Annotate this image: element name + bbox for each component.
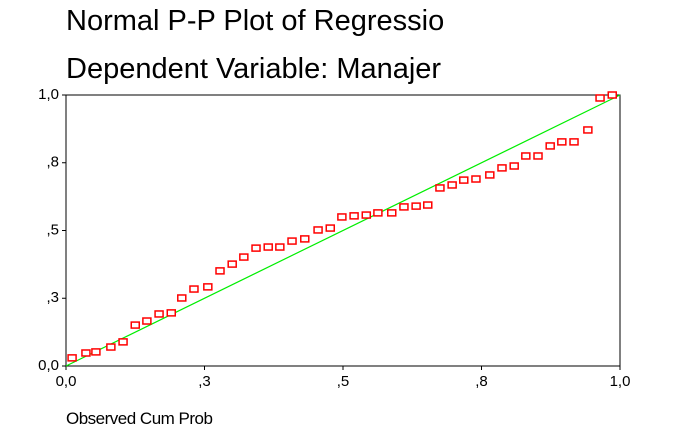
point xyxy=(423,201,433,209)
point xyxy=(106,343,116,351)
y-tick-label: 1,0 xyxy=(38,86,59,103)
point xyxy=(411,202,421,210)
point xyxy=(142,317,152,325)
point xyxy=(215,267,225,275)
y-tick-label: ,5 xyxy=(46,221,59,238)
y-tick-label: 0,0 xyxy=(38,357,59,374)
point xyxy=(545,142,555,150)
point xyxy=(595,94,605,102)
point xyxy=(91,348,101,356)
chart-subtitle: Dependent Variable: Manajer xyxy=(66,53,441,85)
point xyxy=(177,294,187,302)
point xyxy=(313,226,323,234)
point xyxy=(471,175,481,183)
point xyxy=(447,181,457,189)
point xyxy=(509,162,519,170)
x-tick-label: ,3 xyxy=(198,373,211,390)
x-tick-label: ,5 xyxy=(337,373,350,390)
point xyxy=(485,171,495,179)
point xyxy=(557,138,567,146)
point xyxy=(337,213,347,221)
point xyxy=(361,211,372,219)
point xyxy=(459,176,469,184)
point xyxy=(81,349,91,357)
point xyxy=(607,91,617,99)
point xyxy=(118,338,128,346)
point xyxy=(239,253,249,261)
reference-line xyxy=(65,94,621,367)
point xyxy=(67,354,77,362)
point xyxy=(349,212,359,220)
point xyxy=(130,321,140,329)
point xyxy=(497,164,507,172)
point xyxy=(583,126,593,134)
point xyxy=(263,243,273,251)
y-tick-label: ,3 xyxy=(46,289,59,306)
x-tick-label: 0,0 xyxy=(56,373,77,390)
point xyxy=(373,209,383,217)
point xyxy=(569,138,579,146)
point xyxy=(300,235,310,243)
point xyxy=(189,285,199,293)
point xyxy=(154,310,164,318)
point xyxy=(275,243,285,251)
point xyxy=(521,152,531,160)
point xyxy=(387,209,397,217)
point xyxy=(287,237,297,245)
y-tick-label: ,8 xyxy=(46,154,59,171)
point xyxy=(203,283,213,291)
point xyxy=(166,309,177,317)
x-tick-label: 1,0 xyxy=(610,373,631,390)
point xyxy=(399,203,409,211)
x-tick-label: ,8 xyxy=(475,373,488,390)
chart-title: Normal P-P Plot of Regressio xyxy=(66,5,444,37)
point xyxy=(533,152,543,160)
x-axis-label: Observed Cum Prob xyxy=(66,409,212,427)
point xyxy=(227,260,237,268)
point xyxy=(325,224,336,232)
point xyxy=(435,184,445,192)
point xyxy=(251,244,261,252)
